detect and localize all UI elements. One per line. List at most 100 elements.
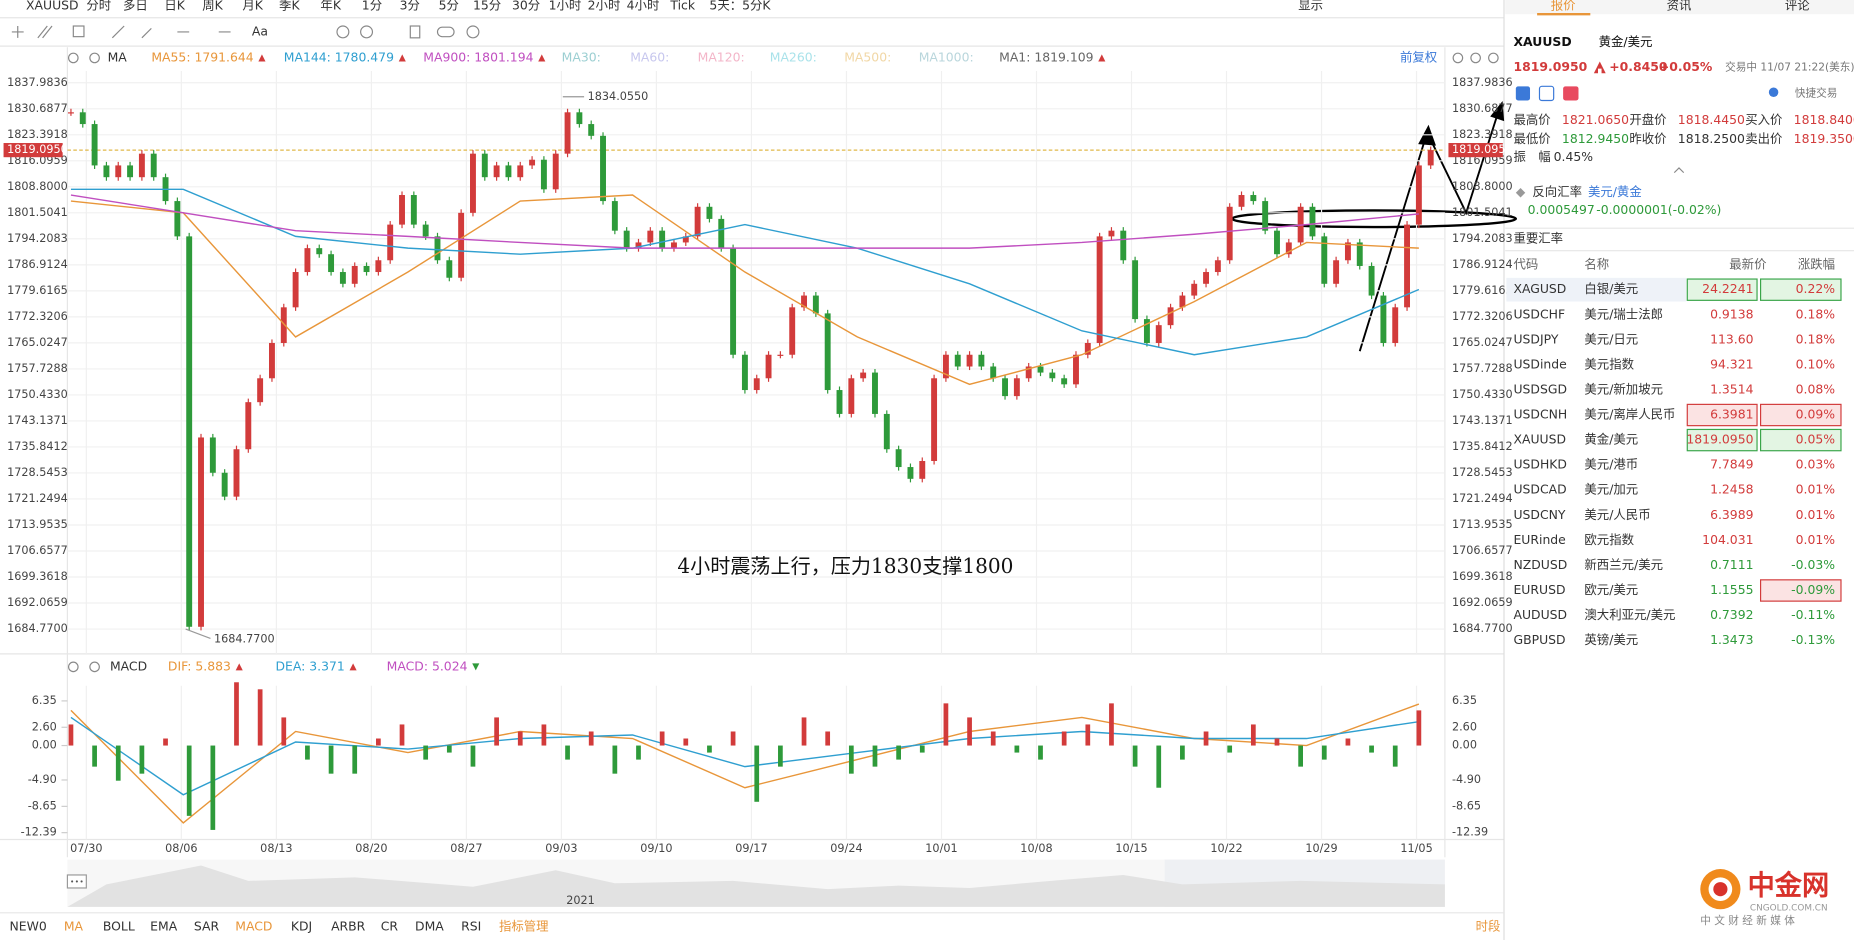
rate-code[interactable]: USDCNH <box>1513 407 1567 422</box>
adjust-button[interactable]: 前复权 <box>1400 49 1437 64</box>
legend-entry[interactable]: MA260: <box>770 49 817 64</box>
y-tick-label: 1721.2494 <box>1452 492 1513 505</box>
period-button[interactable]: 5分 <box>439 0 459 12</box>
settings-icon[interactable] <box>67 661 79 673</box>
pane-title[interactable]: MACD <box>110 658 147 673</box>
rate-name[interactable]: 美元/人民币 <box>1584 507 1650 522</box>
rate-code[interactable]: XAGUSD <box>1513 281 1566 296</box>
period-button[interactable]: 多日 <box>123 0 148 12</box>
tab[interactable]: 资讯 <box>1667 0 1692 12</box>
period-button[interactable]: 2小时 <box>588 0 621 12</box>
period-button[interactable]: 分时 <box>86 0 111 12</box>
legend-entry[interactable]: MACD: 5.024 <box>387 658 468 673</box>
indicator-button[interactable]: MACD <box>235 918 272 933</box>
rate-code[interactable]: EURinde <box>1513 532 1565 547</box>
rate-code[interactable]: EURUSD <box>1513 582 1565 597</box>
session-button[interactable]: 时段 <box>1476 918 1501 933</box>
tab[interactable]: 报价 <box>1551 0 1576 12</box>
legend-entry[interactable]: MA60: <box>630 49 669 64</box>
settings-icon[interactable] <box>67 52 79 64</box>
quote-change: +0.8450 <box>1609 59 1668 74</box>
period-button[interactable]: 30分 <box>512 0 540 12</box>
rate-name[interactable]: 欧元/美元 <box>1584 582 1638 597</box>
y-tick-label: 1823.3918 <box>1452 128 1513 141</box>
rate-code[interactable]: GBPUSD <box>1513 632 1565 647</box>
period-button[interactable]: 季K <box>279 0 300 12</box>
rate-name[interactable]: 美元/港币 <box>1584 457 1638 472</box>
period-button[interactable]: 年K <box>320 0 341 12</box>
display-button[interactable]: 显示 <box>1298 0 1323 12</box>
indicator-button[interactable]: RSI <box>461 918 481 933</box>
indicator-button[interactable]: DMA <box>415 918 444 933</box>
rate-name[interactable]: 英镑/美元 <box>1584 632 1638 647</box>
legend-entry[interactable]: DEA: 3.371 <box>276 658 345 673</box>
legend-entry[interactable]: MA1000: <box>919 49 974 64</box>
rate-name[interactable]: 新西兰元/美元 <box>1584 557 1663 572</box>
indicator-button[interactable]: ARBR <box>331 918 366 933</box>
legend-entry[interactable]: MA500: <box>844 49 891 64</box>
pane-buttons[interactable] <box>1452 52 1499 64</box>
quick-trade[interactable]: 快捷交易 <box>1795 86 1837 99</box>
tab[interactable]: 评论 <box>1785 0 1810 12</box>
rate-name[interactable]: 澳大利亚元/美元 <box>1584 607 1675 622</box>
rate-code[interactable]: USDCHF <box>1513 306 1565 321</box>
legend-entry[interactable]: MA144: 1780.479 <box>284 49 394 64</box>
rate-name[interactable]: 美元/离岸人民币 <box>1584 407 1675 422</box>
rate-code[interactable]: USDJPY <box>1513 331 1558 346</box>
change-box <box>1759 428 1842 452</box>
period-button[interactable]: 周K <box>202 0 223 12</box>
period-button[interactable]: 1小时 <box>549 0 582 12</box>
rate-code[interactable]: NZDUSD <box>1513 557 1567 572</box>
symbol[interactable]: XAUUSD <box>26 0 79 12</box>
rate-name[interactable]: 美元/加元 <box>1584 482 1638 497</box>
rate-code[interactable]: USDSGD <box>1513 381 1567 396</box>
rate-name[interactable]: 欧元指数 <box>1584 532 1634 547</box>
indicator-button[interactable]: EMA <box>150 918 178 933</box>
collapse[interactable] <box>1673 167 1685 174</box>
period-button[interactable]: 4小时 <box>627 0 660 12</box>
indicator-button[interactable]: 指标管理 <box>499 918 549 933</box>
text-tool[interactable]: Aa <box>252 23 268 38</box>
rate-name[interactable]: 美元指数 <box>1584 356 1634 371</box>
rate-code[interactable]: USDHKD <box>1513 457 1567 472</box>
rate-name[interactable]: 白银/美元 <box>1584 281 1638 296</box>
period-button[interactable]: 3分 <box>400 0 420 12</box>
indicator-button[interactable]: SAR <box>194 918 220 933</box>
period-button[interactable]: 1分 <box>362 0 382 12</box>
legend-entry[interactable]: MA120: <box>698 49 745 64</box>
period-button[interactable]: 月K <box>242 0 263 12</box>
candle <box>907 467 914 479</box>
legend-entry[interactable]: MA1: 1819.109 <box>999 49 1094 64</box>
period-button[interactable]: 日K <box>164 0 185 12</box>
period-button[interactable]: 5天：5分K <box>709 0 771 12</box>
close-icon[interactable] <box>89 661 100 673</box>
rate-name[interactable]: 美元/新加坡元 <box>1584 381 1663 396</box>
legend-entry[interactable]: DIF: 5.883 <box>168 658 231 673</box>
legend-entry[interactable]: MA900: 1801.194 <box>423 49 533 64</box>
legend-entry[interactable]: MA55: 1791.644 <box>151 49 253 64</box>
drawing-tools[interactable] <box>11 25 480 39</box>
indicator-button[interactable]: NEW0 <box>9 918 46 933</box>
rate-code[interactable]: USDinde <box>1513 356 1566 371</box>
period-button[interactable]: Tick <box>669 0 695 12</box>
rate-code[interactable]: USDCNY <box>1513 507 1565 522</box>
rate-name[interactable]: 黄金/美元 <box>1584 432 1638 447</box>
period-button[interactable]: 15分 <box>473 0 501 12</box>
macd-bar <box>1250 724 1256 746</box>
rate-code[interactable]: AUDUSD <box>1513 607 1567 622</box>
x-tick-label: 08/27 <box>450 842 482 855</box>
rate-code[interactable]: USDCAD <box>1513 482 1566 497</box>
rate-name[interactable]: 美元/瑞士法郎 <box>1584 306 1663 321</box>
reverse-pair[interactable]: 美元/黄金 <box>1588 184 1642 199</box>
rate-code[interactable]: XAUUSD <box>1513 432 1566 447</box>
legend-entry[interactable]: MA30: <box>562 49 601 64</box>
quote-icons[interactable] <box>1515 85 1779 102</box>
indicator-button[interactable]: KDJ <box>291 918 312 933</box>
y-tick-label: 1699.3618 <box>7 570 68 583</box>
indicator-button[interactable]: MA <box>64 918 84 933</box>
indicator-button[interactable]: BOLL <box>103 918 135 933</box>
rate-name[interactable]: 美元/日元 <box>1584 331 1638 346</box>
indicator-name[interactable]: MA <box>108 49 128 64</box>
indicator-button[interactable]: CR <box>381 918 399 933</box>
close-icon[interactable] <box>89 52 100 64</box>
